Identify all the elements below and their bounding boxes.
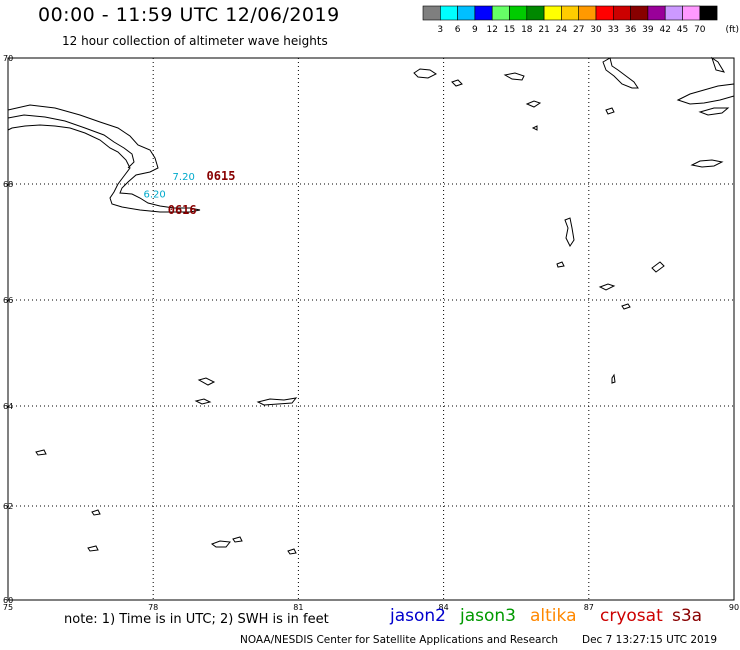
island-8 (564, 217, 575, 247)
colorbar-label: 6 (455, 25, 461, 35)
coast-gydan-inner (7, 114, 135, 169)
colorbar-label: 30 (590, 25, 602, 35)
colorbar-label: 39 (642, 25, 654, 35)
satellite-altika: altika (530, 606, 577, 626)
swh-label: 6.20 (144, 189, 166, 200)
colorbar-label: 24 (556, 25, 568, 35)
lon-tick-label: 87 (584, 603, 594, 612)
island-21 (232, 536, 243, 543)
island-15 (194, 398, 212, 405)
island-1 (413, 68, 437, 79)
lat-tick-label: 70 (3, 54, 13, 63)
island-22 (287, 548, 297, 555)
island-9 (556, 261, 565, 268)
island-17 (35, 449, 47, 456)
colorbar-label: 3 (437, 25, 443, 35)
island-10 (598, 283, 616, 291)
lon-tick-label: 78 (148, 603, 158, 612)
generated-timestamp: Dec 7 13:27:15 UTC 2019 (582, 634, 718, 646)
coast-severnaya-3 (698, 107, 730, 116)
time-label: 0615 (207, 169, 236, 183)
colorbar-label: 9 (472, 25, 478, 35)
lat-tick-label: 68 (3, 180, 13, 189)
footer-note: note: 1) Time is in UTC; 2) SWH is in fe… (64, 612, 329, 627)
map-frame (7, 57, 735, 601)
page-subtitle: 12 hour collection of altimeter wave hei… (62, 34, 328, 48)
lat-tick-label: 62 (3, 502, 13, 511)
island-16 (256, 397, 298, 406)
colorbar-label: 18 (521, 25, 533, 35)
coast-severnaya-1 (602, 57, 639, 89)
island-2 (451, 79, 463, 87)
colorbar-label: 27 (573, 25, 584, 35)
colorbar-label: 70 (694, 25, 706, 35)
coast-severnaya-4 (711, 56, 726, 73)
colorbar-label: 33 (608, 25, 619, 35)
island-11 (651, 261, 665, 273)
colorbar-unit: (ft) (725, 25, 739, 35)
coast-severnaya-2 (676, 83, 735, 105)
axis-ticks: 75 78 81 84 87 90 70 68 66 64 62 60 (3, 54, 739, 612)
swh-label: 7.20 (173, 172, 195, 183)
colorbar-label: 42 (659, 25, 670, 35)
island-14 (197, 377, 216, 386)
colorbar-label: 21 (538, 25, 549, 35)
satellite-cryosat: cryosat (600, 606, 663, 626)
lat-tick-label: 64 (3, 402, 13, 411)
lat-tick-label: 66 (3, 296, 13, 305)
island-13 (611, 373, 616, 384)
organization-credit: NOAA/NESDIS Center for Satellite Applica… (240, 634, 558, 646)
island-7 (690, 159, 724, 168)
island-3 (503, 72, 525, 81)
lon-tick-label: 81 (293, 603, 303, 612)
satellite-jason2: jason2 (390, 606, 446, 626)
page-title: 00:00 - 11:59 UTC 12/06/2019 (38, 4, 340, 26)
island-12 (621, 303, 631, 310)
lat-tick-label: 60 (3, 596, 13, 605)
satellite-jason3: jason3 (460, 606, 516, 626)
lon-tick-label: 75 (3, 603, 13, 612)
coast-yamal-peninsula (7, 104, 201, 213)
colorbar-label: 15 (504, 25, 515, 35)
colorbar-label: 45 (677, 25, 688, 35)
island-20 (210, 540, 231, 548)
map-grid (7, 57, 735, 601)
lon-tick-label: 90 (729, 603, 739, 612)
colorbar-label: 12 (486, 25, 497, 35)
colorbar-label: 36 (625, 25, 637, 35)
colorbar-swatch (699, 5, 718, 21)
lon-tick-label: 84 (439, 603, 449, 612)
wave-height-colorbar: 3 6 9 12 15 18 21 24 27 30 33 36 39 42 45 70 (ft) (422, 5, 739, 35)
time-label: 0616 (168, 203, 197, 217)
island-5 (531, 125, 538, 131)
island-4 (525, 100, 542, 108)
island-6 (605, 107, 615, 115)
island-18 (91, 509, 101, 516)
coastline (7, 56, 735, 555)
satellite-s3a: s3a (672, 606, 703, 626)
island-19 (87, 545, 99, 552)
